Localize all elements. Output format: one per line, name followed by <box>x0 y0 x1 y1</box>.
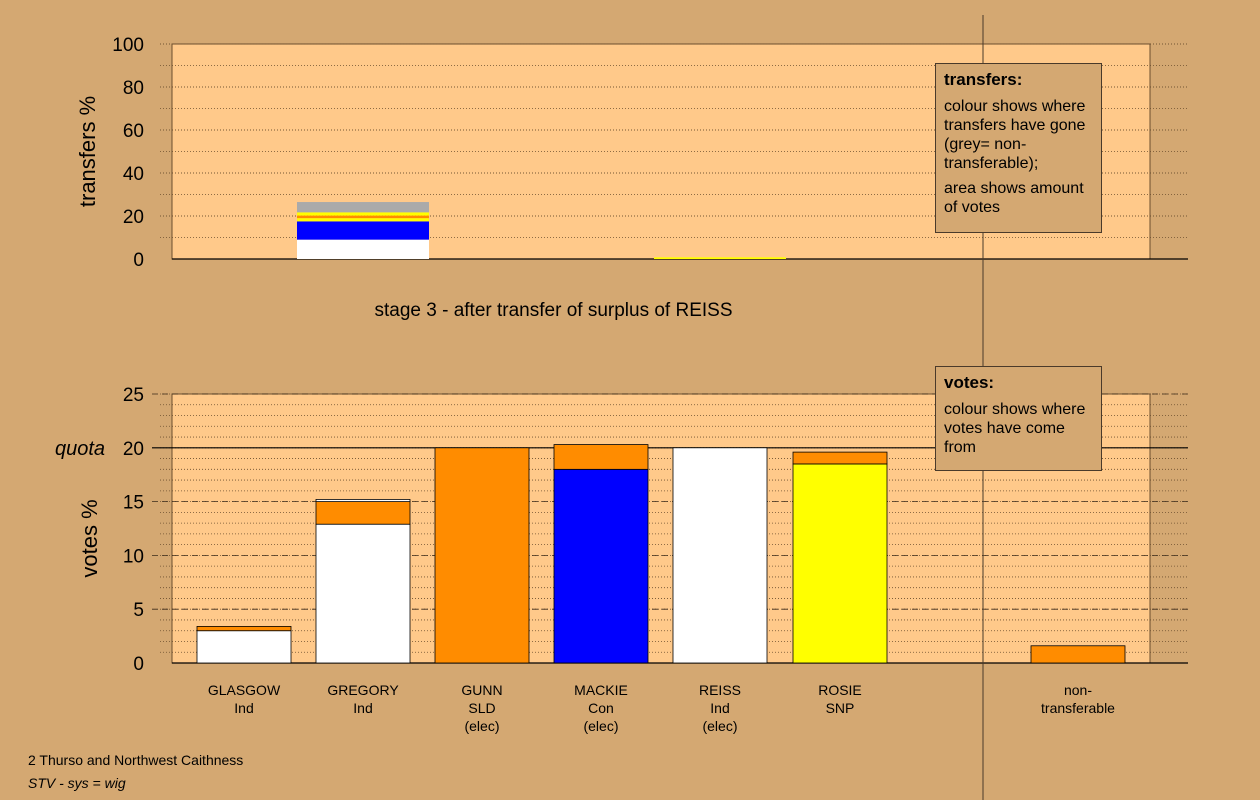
y-tick-label: 0 <box>133 654 144 675</box>
votes-legend: votes: colour shows where votes have com… <box>935 366 1102 471</box>
transfer-segment <box>654 257 786 259</box>
vote-bar-segment <box>792 463 888 664</box>
vote-bar-segment <box>315 499 411 502</box>
y-tick-label: 100 <box>112 35 144 56</box>
x-tick-label: (elec) <box>464 718 499 734</box>
vote-bar-segment <box>434 447 530 664</box>
vote-bar-segment <box>315 501 411 525</box>
vote-bar-segment <box>672 447 768 664</box>
x-tick-label: SLD <box>468 700 495 716</box>
transfer-segment <box>297 218 429 222</box>
vote-bar-segment <box>792 451 888 465</box>
vote-bar-segment <box>315 523 411 664</box>
transfer-segment <box>297 221 429 240</box>
y-tick-label: 80 <box>123 78 144 99</box>
x-tick-label: non- <box>1064 682 1092 698</box>
x-tick-label: (elec) <box>702 718 737 734</box>
y-tick-label: 20 <box>123 439 144 460</box>
quota-label: quota <box>55 438 105 460</box>
y-tick-label: 10 <box>123 546 144 567</box>
x-tick-label: MACKIE <box>574 682 628 698</box>
y-tick-label: 5 <box>133 600 144 621</box>
x-tick-label: GREGORY <box>327 682 399 698</box>
x-tick-label: GLASGOW <box>208 682 281 698</box>
y-tick-label: 0 <box>133 250 144 271</box>
x-tick-label: (elec) <box>583 718 618 734</box>
y-tick-label: 60 <box>123 121 144 142</box>
vote-bar-segment <box>553 468 649 664</box>
legend-text: colour shows where transfers have gone (… <box>944 98 1086 172</box>
legend-text: colour shows where votes have come from <box>944 401 1086 456</box>
x-tick-label: Con <box>588 700 614 716</box>
transfer-segment <box>297 215 429 219</box>
vote-bar-segment <box>196 630 292 664</box>
y-axis-label: votes % <box>77 499 102 577</box>
x-tick-label: Ind <box>353 700 372 716</box>
system-label: STV - sys = wig <box>28 775 126 791</box>
vote-bar-segment <box>553 444 649 470</box>
transfer-segment <box>297 202 429 213</box>
transfers-legend: transfers: colour shows where transfers … <box>935 63 1102 233</box>
vote-bar-segment <box>196 626 292 632</box>
y-axis-label: transfers % <box>75 96 100 207</box>
y-tick-label: 25 <box>123 385 144 406</box>
legend-title: transfers: <box>944 70 1023 89</box>
legend-text: area shows amount of votes <box>944 180 1084 216</box>
legend-title: votes: <box>944 373 995 392</box>
y-tick-label: 15 <box>123 493 144 514</box>
x-tick-label: GUNN <box>461 682 502 698</box>
x-tick-label: Ind <box>710 700 729 716</box>
x-tick-label: transferable <box>1041 700 1115 716</box>
y-tick-label: 20 <box>123 207 144 228</box>
constituency-label: 2 Thurso and Northwest Caithness <box>28 752 244 768</box>
y-tick-label: 40 <box>123 164 144 185</box>
x-tick-label: ROSIE <box>818 682 862 698</box>
vote-bar-segment <box>1030 645 1126 664</box>
x-tick-label: Ind <box>234 700 253 716</box>
votes-chart: 0 5 10 15 20 25 quota votes % GLASGOW Ind GREGORY I… <box>55 385 1188 734</box>
transfer-segment <box>297 212 429 216</box>
x-tick-label: REISS <box>699 682 741 698</box>
stage-caption: stage 3 - after transfer of surplus of R… <box>374 300 733 321</box>
transfer-segment <box>297 239 429 259</box>
x-tick-label: SNP <box>826 700 855 716</box>
